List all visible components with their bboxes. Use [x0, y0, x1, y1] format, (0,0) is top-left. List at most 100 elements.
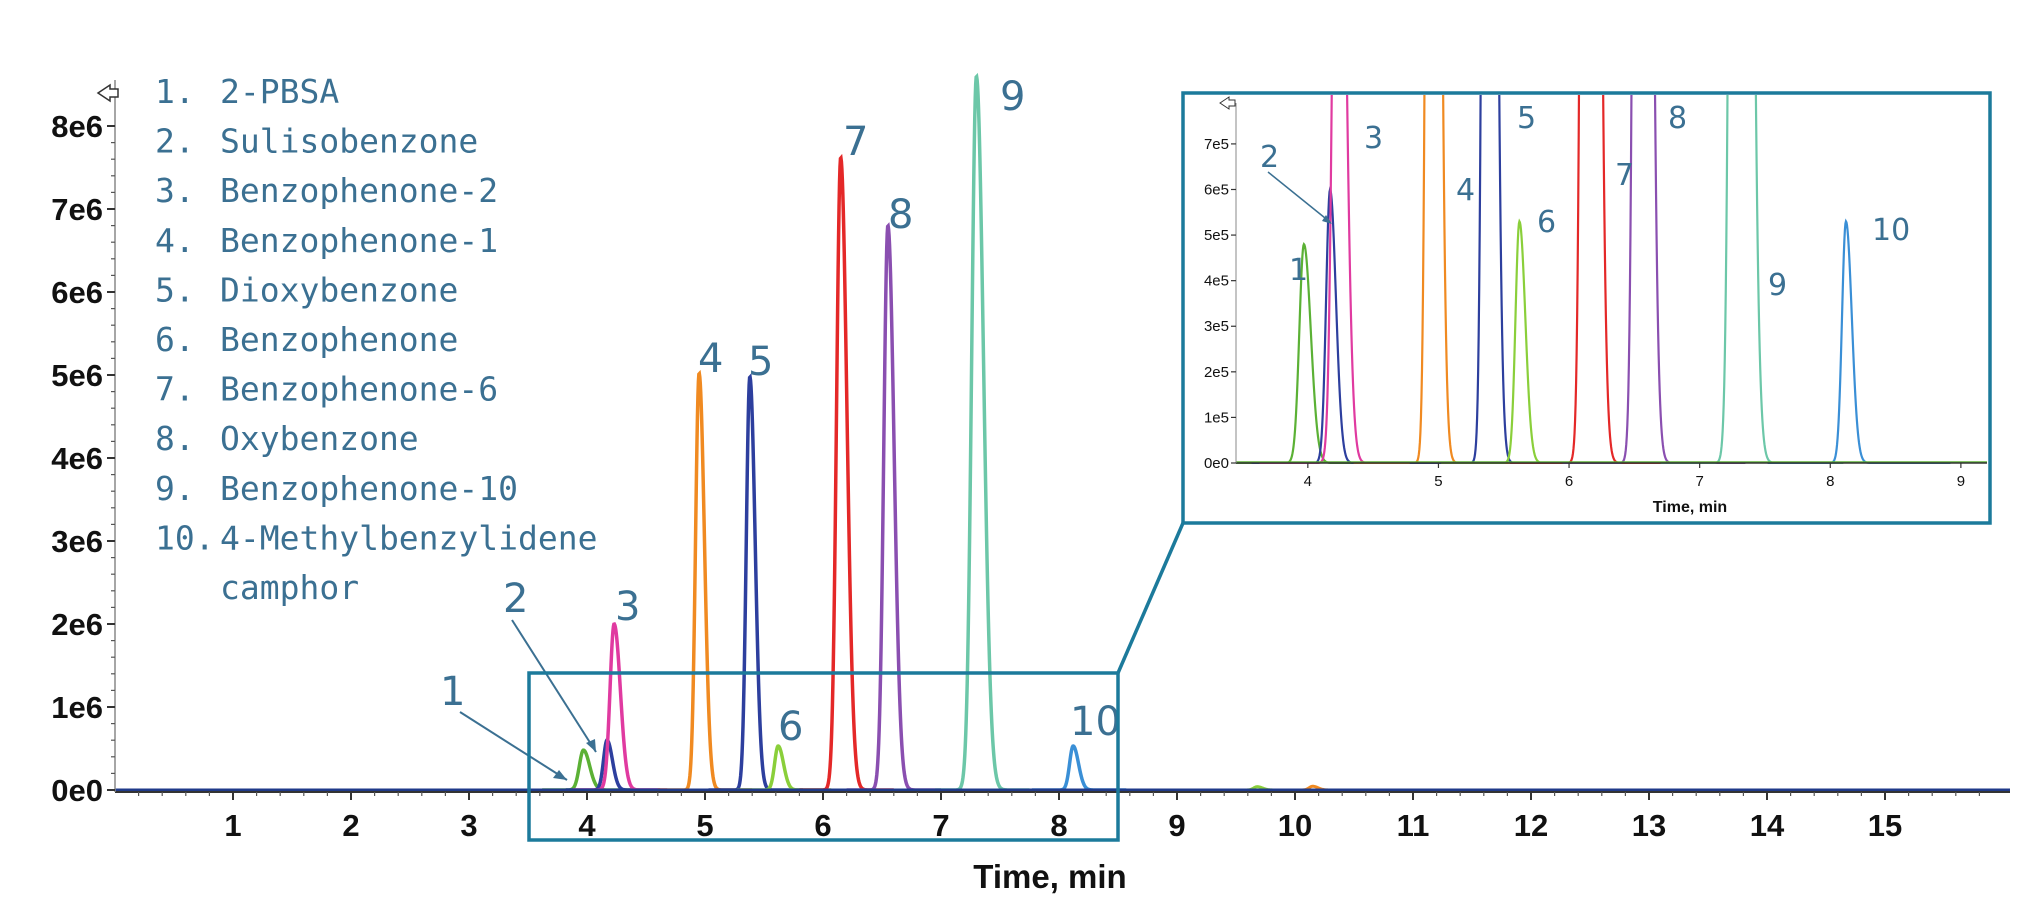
- inset-x-tick-label: 4: [1304, 473, 1312, 490]
- inset-x-tick-label: 7: [1695, 473, 1703, 490]
- y-tick-label: 7e6: [51, 192, 103, 227]
- legend-number: 7.: [155, 370, 195, 409]
- x-tick-label: 3: [460, 808, 477, 843]
- y-tick-label: 6e6: [51, 275, 103, 310]
- peak-1-trace: [542, 748, 637, 792]
- peak-label-9: 9: [1000, 74, 1025, 120]
- peak-label-6: 6: [778, 704, 803, 750]
- x-tick-label: 8: [1050, 808, 1067, 843]
- legend-number: 2.: [155, 122, 195, 161]
- inset-peak-label-7: 7: [1615, 158, 1634, 193]
- peak-1-arrow: [459, 711, 568, 781]
- inset-y-tick-label: 5e5: [1204, 227, 1229, 244]
- peak-label-4: 4: [698, 336, 723, 382]
- peak-8-trace: [846, 222, 941, 792]
- inset-peak-label-3: 3: [1364, 121, 1383, 156]
- peak-label-7: 7: [843, 119, 868, 165]
- arrow-glyph: [96, 83, 119, 103]
- inset-x-tick-label: 9: [1957, 473, 1965, 490]
- x-tick-label: 6: [814, 808, 831, 843]
- inset-x-tick-label: 5: [1434, 473, 1442, 490]
- x-tick-label: 4: [578, 808, 596, 843]
- legend-entry: 5. Dioxybenzone: [155, 270, 458, 309]
- legend: 1. 2-PBSA 2. Sulisobenzone 3. Benzophenone-2 4…: [155, 72, 598, 607]
- legend-name: Dioxybenzone: [220, 270, 458, 309]
- peak-label-10: 10: [1070, 699, 1121, 745]
- inset-y-tick-label: 7e5: [1204, 136, 1229, 153]
- legend-entry: 4. Benzophenone-1: [155, 221, 498, 260]
- arrow-head-icon: [553, 770, 567, 780]
- legend-name: Benzophenone: [220, 320, 458, 359]
- inset-x-tick-label: 8: [1826, 473, 1834, 490]
- x-tick-labels: 1 2 3 4 5 6 7 8 9 10 11 12 13 14 15: [138, 792, 1981, 843]
- inset-y-tick-label: 1e5: [1204, 409, 1229, 426]
- x-tick-label: 15: [1868, 808, 1902, 843]
- inset-peak-label-1: 1: [1289, 253, 1308, 288]
- y-tick-label: 0e0: [51, 773, 103, 808]
- peak-labels: 1 2 3 4 5 6 78 9 10: [440, 74, 1121, 781]
- peak-4-trace: [657, 369, 753, 792]
- inset-peak-label-5: 5: [1517, 101, 1536, 136]
- inset-y-tick-label: 2e5: [1204, 364, 1229, 381]
- peak-label-1: 1: [440, 669, 465, 715]
- legend-name: 2-PBSA: [220, 72, 339, 111]
- legend-entry: 2. Sulisobenzone: [155, 122, 478, 161]
- legend-entry: 9. Benzophenone-10: [155, 469, 518, 508]
- legend-name: Benzophenone-1: [220, 221, 498, 260]
- peak-2-arrow: [511, 619, 597, 753]
- y-tick-label: 4e6: [51, 441, 103, 476]
- inset-y-tick-label: 4e5: [1204, 273, 1229, 290]
- legend-name: Benzophenone-2: [220, 171, 498, 210]
- legend-number: 9.: [155, 469, 195, 508]
- legend-number: 4.: [155, 221, 195, 260]
- inset-y-tick-label: 3e5: [1204, 318, 1229, 335]
- inset-frame: [1181, 91, 1992, 525]
- legend-number: 8.: [155, 419, 195, 458]
- legend-entry: 6. Benzophenone: [155, 320, 458, 359]
- inset-peak-label-4: 4: [1456, 173, 1475, 208]
- legend-entry: camphor: [220, 568, 359, 607]
- inset-y-axis-arrow-icon: [1219, 96, 1236, 110]
- peak-label-5: 5: [748, 339, 773, 385]
- y-axis-arrow-icon: [96, 83, 119, 103]
- x-tick-label: 5: [696, 808, 713, 843]
- legend-entry: 8. Oxybenzone: [155, 419, 419, 458]
- peak-9-trace: [935, 72, 1030, 792]
- inset-peak-label-8: 8: [1668, 101, 1687, 136]
- x-tick-label: 1: [224, 808, 241, 843]
- peak-label-2: 2: [503, 576, 528, 622]
- legend-name: Oxybenzone: [220, 419, 419, 458]
- x-tick-label: 2: [342, 808, 359, 843]
- legend-entry: 10. 4-Methylbenzylidene: [155, 518, 598, 557]
- inset-peak-2-arrow: [1267, 171, 1331, 223]
- y-tick-label: 1e6: [51, 690, 103, 725]
- peak-label-3: 3: [615, 584, 640, 630]
- zoom-region-box: [527, 522, 1185, 842]
- peak-6-trace: [736, 744, 832, 792]
- x-tick-label: 11: [1397, 808, 1430, 843]
- inset-x-axis-title: Time, min: [1653, 499, 1727, 516]
- arrow-head-icon: [586, 739, 596, 752]
- legend-number: 6.: [155, 320, 195, 359]
- legend-number: 5.: [155, 270, 195, 309]
- x-tick-label: 10: [1278, 808, 1312, 843]
- legend-name: Benzophenone-6: [220, 370, 498, 409]
- legend-number: 1.: [155, 72, 195, 111]
- x-tick-label: 13: [1632, 808, 1666, 843]
- legend-name: Sulisobenzone: [220, 122, 478, 161]
- legend-entry: 7. Benzophenone-6: [155, 370, 498, 409]
- inset-peak-label-2: 2: [1260, 140, 1279, 175]
- x-axis-title: Time, min: [973, 858, 1126, 895]
- legend-entry: 1. 2-PBSA: [155, 72, 339, 111]
- legend-entry: 3. Benzophenone-2: [155, 171, 498, 210]
- legend-name: Benzophenone-10: [220, 469, 518, 508]
- x-tick-label: 14: [1750, 808, 1785, 843]
- main-traces: [115, 72, 2010, 792]
- legend-number: 3.: [155, 171, 195, 210]
- legend-name: camphor: [220, 568, 359, 607]
- inset-peak-label-9: 9: [1768, 268, 1787, 303]
- inset-y-tick-label: 6e5: [1204, 181, 1229, 198]
